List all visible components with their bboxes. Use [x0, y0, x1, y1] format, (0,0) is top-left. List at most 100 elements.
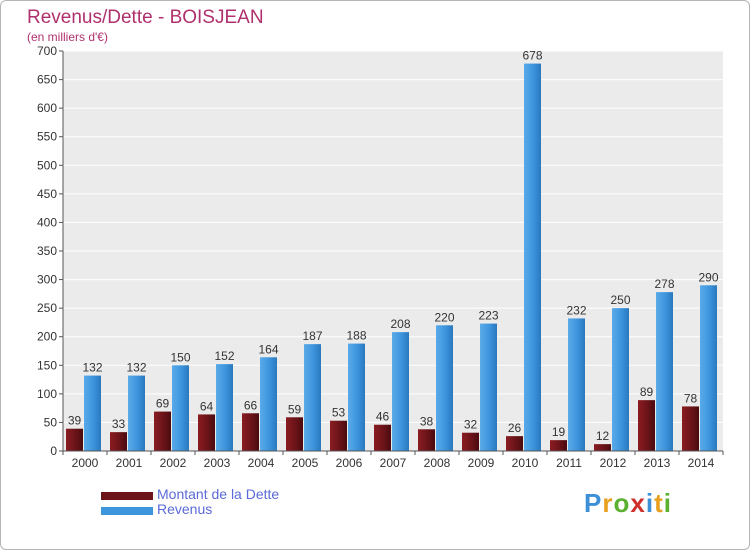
bar-dette — [638, 400, 655, 451]
data-label: 223 — [478, 309, 498, 323]
data-label: 678 — [522, 49, 542, 63]
data-label: 132 — [126, 361, 146, 375]
x-tick-label: 2008 — [424, 456, 451, 470]
data-label: 39 — [68, 414, 82, 428]
bar-dette — [330, 420, 347, 451]
bar-revenus — [524, 63, 541, 451]
legend-label-debt: Montant de la Dette — [157, 486, 280, 502]
data-label: 164 — [258, 342, 278, 356]
y-tick-label: 500 — [37, 158, 57, 172]
data-label: 64 — [200, 399, 214, 413]
data-label: 26 — [508, 421, 522, 435]
x-tick-label: 2013 — [644, 456, 671, 470]
x-tick-label: 2011 — [556, 456, 582, 470]
legend-label-revenus: Revenus — [157, 501, 213, 517]
data-label: 187 — [302, 329, 322, 343]
x-tick-label: 2012 — [600, 456, 627, 470]
bar-revenus — [172, 365, 189, 451]
data-label: 250 — [610, 293, 630, 307]
x-tick-label: 2002 — [160, 456, 187, 470]
bar-revenus — [348, 343, 365, 451]
data-label: 220 — [434, 310, 454, 324]
logo-letter: o — [613, 488, 631, 518]
logo-letter: i — [663, 488, 672, 518]
data-label: 152 — [214, 349, 234, 363]
x-tick-label: 2014 — [688, 456, 715, 470]
bar-dette — [506, 436, 523, 451]
logo-letter: t — [654, 488, 664, 518]
data-label: 132 — [82, 361, 102, 375]
chart-title: Revenus/Dette - BOISJEAN — [27, 7, 264, 28]
data-label: 150 — [170, 350, 190, 364]
y-tick-label: 350 — [37, 244, 57, 258]
data-label: 38 — [420, 414, 434, 428]
bar-revenus — [612, 308, 629, 451]
x-tick-label: 2006 — [336, 456, 363, 470]
data-label: 32 — [464, 418, 478, 432]
bar-revenus — [392, 332, 409, 451]
logo-letter: i — [645, 488, 655, 518]
y-tick-label: 250 — [37, 301, 57, 315]
x-tick-label: 2001 — [116, 456, 143, 470]
y-tick-label: 0 — [50, 444, 57, 458]
data-label: 12 — [596, 429, 610, 443]
data-label: 59 — [288, 402, 302, 416]
x-tick-label: 2004 — [248, 456, 275, 470]
logo-letter: x — [630, 488, 646, 518]
data-label: 89 — [640, 385, 654, 399]
y-tick-label: 650 — [37, 73, 57, 87]
y-tick-label: 150 — [37, 358, 57, 372]
bar-dette — [66, 428, 83, 451]
y-tick-label: 200 — [37, 330, 57, 344]
bar-revenus — [568, 318, 585, 451]
bar-dette — [286, 417, 303, 451]
bar-dette — [682, 406, 699, 451]
x-tick-label: 2009 — [468, 456, 495, 470]
bars: 39 132 33 132 69 150 64 152 66 164 59 187 53 188 46 208… — [66, 49, 719, 451]
proxiti-logo: Proxiti — [584, 488, 672, 519]
bar-dette — [110, 432, 127, 451]
legend-swatch-revenus — [101, 507, 153, 515]
bar-dette — [198, 414, 215, 451]
bar-dette — [462, 432, 479, 451]
bar-revenus — [216, 364, 233, 451]
y-tick-label: 600 — [37, 101, 57, 115]
data-label: 290 — [698, 270, 718, 284]
data-label: 19 — [552, 425, 566, 439]
bar-dette — [374, 424, 391, 451]
data-label: 278 — [654, 277, 674, 291]
bar-revenus — [436, 325, 453, 451]
x-axis: 2000 2001 2002 2003 2004 2005 2006 2007 2008 2009… — [62, 450, 724, 470]
legend-swatch-debt — [101, 492, 153, 500]
y-tick-label: 300 — [37, 273, 57, 287]
data-label: 53 — [332, 406, 346, 420]
y-tick-label: 700 — [37, 44, 57, 58]
chart-subtitle: (en milliers d'€) — [27, 30, 108, 44]
y-tick-label: 50 — [44, 415, 58, 429]
bar-revenus — [304, 344, 321, 451]
data-label: 66 — [244, 398, 258, 412]
data-label: 78 — [684, 391, 698, 405]
data-label: 69 — [156, 397, 170, 411]
y-tick-label: 550 — [37, 130, 57, 144]
bar-revenus — [656, 292, 673, 451]
bar-dette — [594, 444, 611, 451]
x-tick-label: 2003 — [204, 456, 231, 470]
y-tick-label: 100 — [37, 387, 57, 401]
data-label: 232 — [566, 303, 586, 317]
x-tick-label: 2007 — [380, 456, 407, 470]
data-label: 46 — [376, 410, 390, 424]
bar-dette — [550, 440, 567, 451]
bar-revenus — [84, 375, 101, 451]
bar-dette — [242, 413, 259, 451]
bar-revenus — [700, 285, 717, 451]
bar-revenus — [260, 357, 277, 451]
bar-dette — [154, 411, 171, 451]
data-label: 33 — [112, 417, 126, 431]
x-tick-label: 2000 — [72, 456, 99, 470]
data-label: 188 — [346, 329, 366, 343]
y-axis: 0 50 100 150 200 250 300 350 400 450 500 550 600 650 7… — [37, 44, 64, 458]
logo-letter: r — [602, 488, 614, 518]
bar-dette — [418, 429, 435, 451]
